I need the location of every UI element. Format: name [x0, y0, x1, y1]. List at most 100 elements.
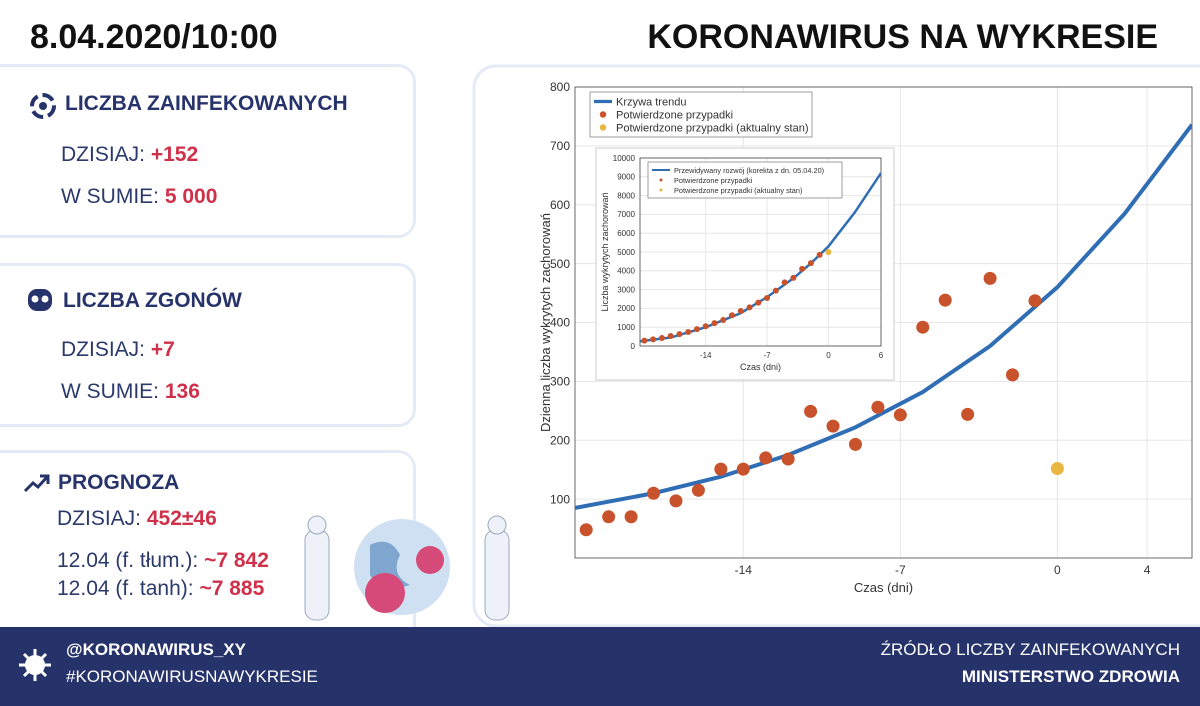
row-value: +7	[150, 338, 175, 361]
x-tick-label: 6	[879, 351, 884, 360]
data-point	[772, 287, 779, 294]
legend-label: Potwierdzone przypadki (aktualny stan)	[616, 123, 809, 135]
data-point	[916, 320, 930, 334]
y-tick-label: 1000	[617, 323, 635, 332]
y-tick-label: 300	[550, 375, 570, 389]
infected-panel: LICZBA ZAINFEKOWANYCH DZISIAJ: +152 W SU…	[0, 64, 416, 238]
x-tick-label: 0	[1054, 563, 1061, 577]
y-tick-label: 200	[550, 433, 570, 447]
data-point	[624, 510, 638, 524]
data-point	[714, 462, 728, 476]
data-point	[746, 304, 753, 311]
data-point	[804, 404, 818, 418]
data-point	[579, 523, 593, 537]
trend-icon	[23, 474, 50, 493]
y-tick-label: 5000	[617, 248, 635, 257]
footer: @KORONAWIRUS_XY #KORONAWIRUSNAWYKRESIE Ź…	[0, 627, 1200, 706]
illustration	[304, 515, 510, 621]
y-tick-label: 8000	[617, 191, 635, 200]
x-tick-label: -14	[700, 351, 712, 360]
forecast-panel: PROGNOZA DZISIAJ: 452±46 12.04 (f. tłum.…	[0, 450, 416, 646]
data-point	[781, 452, 795, 466]
y-tick-label: 400	[550, 316, 570, 330]
legend-swatch	[659, 178, 663, 182]
legend-label: Potwierdzone przypadki (aktualny stan)	[674, 186, 802, 195]
data-point	[764, 295, 771, 302]
source: MINISTERSTWO ZDROWIA	[961, 667, 1180, 686]
row-value: 136	[164, 380, 200, 403]
x-tick-label: 0	[826, 351, 831, 360]
y-tick-label: 100	[550, 492, 570, 506]
legend-swatch	[659, 188, 663, 192]
data-point	[938, 293, 952, 307]
data-point	[641, 337, 648, 344]
y-tick-label: 0	[631, 342, 636, 351]
data-point	[961, 407, 975, 421]
handle: @KORONAWIRUS_XY	[66, 640, 246, 659]
panel-title: LICZBA ZAINFEKOWANYCH	[65, 92, 348, 115]
chart-panel	[472, 64, 1200, 628]
hashtag: #KORONAWIRUSNAWYKRESIE	[66, 667, 318, 686]
data-point	[647, 486, 661, 500]
row-label: DZISIAJ:	[61, 143, 146, 166]
row-label: W SUMIE:	[61, 380, 159, 403]
panel-title: PROGNOZA	[58, 471, 180, 494]
row-value: ~7 885	[199, 577, 265, 600]
y-tick-label: 3000	[617, 285, 635, 294]
data-point	[848, 437, 862, 451]
y-tick-label: 4000	[617, 267, 635, 276]
x-tick-label: -7	[764, 351, 772, 360]
trend-line	[575, 123, 1192, 510]
y-tick-label: 500	[550, 257, 570, 271]
plot-frame	[639, 157, 882, 347]
y-tick-label: 800	[550, 80, 570, 94]
row-value: ~7 842	[204, 549, 269, 572]
row-label: W SUMIE:	[61, 185, 159, 208]
data-point	[807, 260, 814, 267]
data-point	[1050, 462, 1064, 476]
data-point	[691, 483, 705, 497]
data-point	[720, 316, 727, 323]
data-point	[711, 320, 718, 327]
row-label: 12.04 (f. tanh):	[57, 577, 194, 600]
legend-box	[647, 161, 843, 199]
data-point	[729, 312, 736, 319]
data-point	[650, 336, 657, 343]
row-label: DZISIAJ:	[61, 338, 146, 361]
source-label: ŹRÓDŁO LICZBY ZAINFEKOWANYCH	[880, 640, 1180, 659]
y-axis-label: Dzienna liczba wykrytych zachorowań	[538, 213, 553, 432]
y-tick-label: 10000	[613, 154, 636, 163]
data-point	[736, 462, 750, 476]
x-tick-label: 4	[1144, 563, 1151, 577]
data-point	[602, 510, 616, 524]
x-tick-label: -14	[735, 563, 753, 577]
row-label: DZISIAJ:	[57, 507, 142, 530]
data-point	[1006, 368, 1020, 382]
data-point	[983, 271, 997, 285]
data-point	[669, 494, 683, 508]
data-point	[693, 326, 700, 333]
virus-icon	[19, 649, 51, 681]
y-axis-label: Liczba wykrytych zachorowań	[600, 192, 610, 311]
panel-title: LICZBA ZGONÓW	[63, 289, 242, 312]
data-point	[755, 299, 762, 306]
legend-label: Potwierdzone przypadki	[674, 176, 752, 185]
biohazard-icon	[30, 93, 56, 119]
data-point	[676, 331, 683, 338]
data-point	[759, 451, 773, 465]
data-point	[658, 335, 665, 342]
data-point	[825, 249, 832, 255]
y-tick-label: 9000	[617, 173, 635, 182]
data-point	[816, 251, 823, 258]
data-point	[1028, 294, 1042, 308]
legend-label: Potwierdzone przypadki	[616, 110, 733, 122]
data-point	[702, 323, 709, 330]
date: 8.04.2020/10:00	[30, 18, 278, 56]
data-point	[826, 419, 840, 433]
data-point	[790, 274, 797, 281]
x-tick-label: -7	[895, 563, 906, 577]
y-tick-label: 600	[550, 198, 570, 212]
row-value: 5 000	[164, 185, 218, 208]
